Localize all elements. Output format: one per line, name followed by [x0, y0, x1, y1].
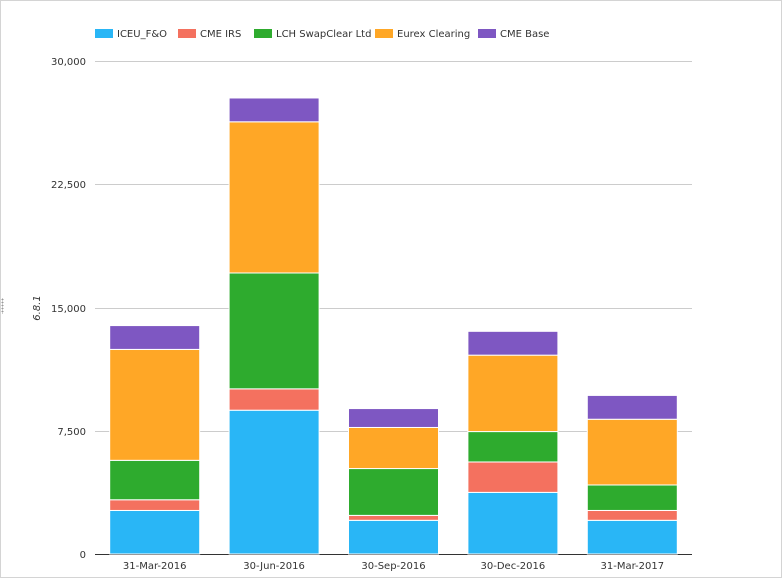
bar-segment[interactable] [228, 272, 320, 390]
y-tick-label: 30,000 [51, 57, 86, 68]
bar-segment[interactable] [109, 459, 201, 501]
bar-segment[interactable] [467, 431, 559, 463]
bar-segment[interactable] [348, 408, 439, 428]
legend-label: CME Base [500, 29, 549, 40]
legend-item[interactable]: CME Base [478, 29, 549, 40]
legend-swatch [478, 29, 496, 38]
bar-segment[interactable] [586, 509, 678, 521]
bar-segment[interactable] [586, 484, 678, 511]
x-tick-label: 30-Jun-2016 [243, 561, 305, 572]
legend-swatch [375, 29, 393, 38]
legend-label: ICEU_F&O [117, 29, 167, 40]
legend-label: CME IRS [200, 29, 241, 40]
bar-segment[interactable] [348, 519, 439, 555]
legend-item[interactable]: Eurex Clearing [375, 29, 470, 40]
bar-segment[interactable] [467, 461, 559, 493]
legend-item[interactable]: LCH SwapClear Ltd [254, 29, 371, 40]
bar-segment[interactable] [467, 354, 559, 433]
bar-segment[interactable] [348, 468, 439, 516]
bar-segment[interactable] [348, 514, 439, 521]
bar-segment[interactable] [586, 519, 678, 555]
bar-segment[interactable] [228, 121, 320, 274]
x-tick-label: 30-Sep-2016 [361, 561, 425, 572]
resize-grip-icon[interactable] [1, 298, 4, 314]
bar-segment[interactable] [109, 325, 201, 350]
x-tick-label: 30-Dec-2016 [481, 561, 546, 572]
legend: ICEU_F&O CME IRS LCH SwapClear Ltd Eurex Cl… [95, 29, 549, 40]
bar-segment[interactable] [228, 409, 320, 555]
legend-swatch [95, 29, 113, 38]
bar-segment[interactable] [348, 426, 439, 470]
legend-swatch [254, 29, 272, 38]
bar-segment[interactable] [109, 348, 201, 461]
y-tick-label: 15,000 [51, 304, 86, 315]
bar-segment[interactable] [228, 388, 320, 411]
y-tick-label: 7,500 [57, 427, 86, 438]
legend-label: Eurex Clearing [397, 29, 470, 40]
y-axis-ticks: 0 7,500 15,000 22,500 30,000 [51, 57, 86, 561]
bar-segment[interactable] [228, 97, 320, 123]
y-axis-label: 6.8.1 [32, 295, 43, 320]
bar-segment[interactable] [467, 491, 559, 555]
bar-segment[interactable] [586, 394, 678, 420]
x-tick-label: 31-Mar-2016 [123, 561, 187, 572]
legend-label: LCH SwapClear Ltd [276, 29, 371, 40]
legend-swatch [178, 29, 196, 38]
bar-segment[interactable] [586, 418, 678, 486]
bars [109, 97, 678, 555]
bar-segment[interactable] [109, 499, 201, 511]
x-axis-ticks: 31-Mar-2016 30-Jun-2016 30-Sep-2016 30-Dec-… [123, 561, 664, 572]
x-tick-label: 31-Mar-2017 [600, 561, 664, 572]
legend-item[interactable]: CME IRS [178, 29, 241, 40]
bar-segment[interactable] [467, 330, 559, 356]
y-tick-label: 0 [80, 550, 86, 561]
footer-strip [60, 579, 560, 585]
bar-segment[interactable] [109, 509, 201, 555]
legend-item[interactable]: ICEU_F&O [95, 29, 167, 40]
y-tick-label: 22,500 [51, 180, 86, 191]
